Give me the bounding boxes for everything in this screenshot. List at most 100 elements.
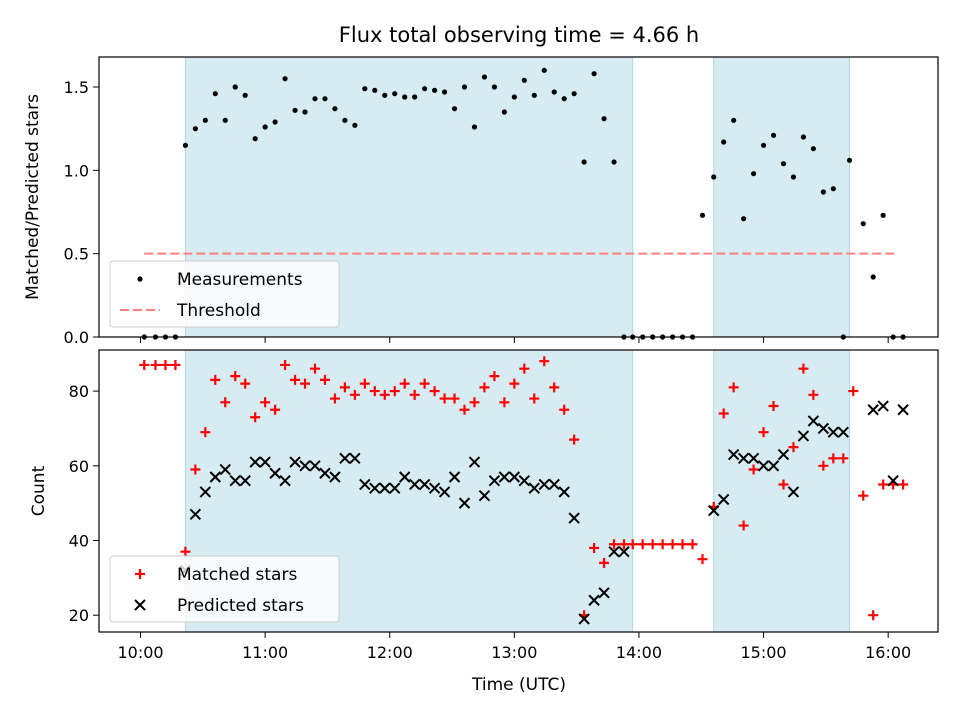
- top-legend: Measurements Threshold: [109, 260, 340, 328]
- predicted-star-point: [797, 430, 810, 442]
- matched-star-point: [697, 554, 708, 565]
- top-y-axis-label: Matched/Predicted stars: [23, 94, 43, 300]
- matched-star-point: [529, 393, 540, 404]
- predicted-star-point: [468, 456, 481, 468]
- predicted-star-point: [757, 460, 770, 472]
- matched-star-point: [409, 389, 420, 400]
- measurement-point: [212, 91, 218, 97]
- matched-star-point: [379, 389, 390, 400]
- predicted-star-point: [359, 478, 371, 491]
- predicted-star-point: [827, 426, 840, 438]
- measurement-point: [731, 117, 737, 123]
- legend-box: [109, 260, 340, 328]
- matched-star-point: [459, 404, 470, 415]
- matched-star-point: [439, 393, 450, 404]
- measurement-point: [721, 139, 727, 145]
- measurement-point: [192, 126, 198, 132]
- predicted-star-point: [408, 478, 421, 491]
- predicted-star-point: [239, 475, 251, 487]
- y-tick-label: 0.5: [64, 245, 89, 264]
- predicted-star-point: [199, 486, 212, 498]
- matched-star-point: [778, 479, 789, 490]
- matched-star-point: [728, 382, 739, 393]
- matched-star-point: [627, 539, 638, 550]
- x-axis-label: Time (UTC): [471, 675, 566, 695]
- x-tick-label: 12:00: [367, 643, 413, 662]
- predicted-star-point: [727, 448, 740, 461]
- measurement-point: [262, 124, 268, 130]
- predicted-star-point: [608, 545, 620, 558]
- x-tick-label: 10:00: [117, 643, 163, 662]
- matched-star-point: [748, 464, 759, 475]
- matched-star-point: [788, 442, 799, 453]
- matched-star-point: [758, 427, 769, 438]
- predicted-star-point: [309, 460, 321, 472]
- chart-title: Flux total observing time = 4.66 h: [339, 23, 699, 47]
- measurement-point: [312, 96, 318, 102]
- bottom-x-ticks: 10:00 11:00 12:00 13:00 14:00 15:00 16:00: [117, 632, 911, 662]
- predicted-star-point: [458, 497, 471, 509]
- predicted-star-point: [708, 504, 720, 517]
- measurement-point: [272, 119, 278, 125]
- y-tick-label: 60: [69, 457, 89, 476]
- legend-marker-predicted: [134, 599, 146, 611]
- measurement-point: [432, 87, 438, 93]
- predicted-star-point: [498, 471, 511, 483]
- matched-star-point: [250, 412, 261, 423]
- x-tick-label: 15:00: [740, 643, 786, 662]
- predicted-star-point: [877, 400, 889, 412]
- matched-star-point: [319, 374, 330, 385]
- predicted-star-point: [329, 471, 341, 483]
- legend-label: Measurements: [177, 270, 303, 290]
- predicted-star-point: [448, 471, 461, 483]
- matched-star-point: [738, 520, 749, 531]
- matched-star-point: [818, 460, 829, 471]
- y-tick-label: 0.0: [64, 328, 89, 347]
- measurement-point: [242, 92, 248, 98]
- predicted-star-point: [389, 482, 401, 494]
- matched-star-point: [549, 382, 560, 393]
- measurement-point: [372, 87, 378, 93]
- measurement-point: [860, 221, 866, 227]
- measurement-point: [292, 107, 298, 113]
- measurement-point: [471, 124, 478, 130]
- matched-star-point: [190, 464, 201, 475]
- measurement-point: [392, 91, 398, 97]
- measurement-point: [491, 84, 498, 90]
- measurement-point: [790, 174, 797, 180]
- count-points: [139, 356, 909, 625]
- predicted-star-point: [518, 475, 531, 487]
- y-tick-label: 1.0: [64, 161, 89, 180]
- measurement-point: [511, 94, 517, 100]
- matched-star-point: [687, 539, 698, 550]
- matched-star-point: [389, 386, 400, 397]
- measurement-point: [571, 91, 577, 97]
- predicted-star-point: [369, 482, 381, 494]
- predicted-star-point: [538, 478, 550, 491]
- bottom-legend: Matched stars Predicted stars: [109, 555, 340, 623]
- matched-star-point: [828, 453, 839, 464]
- predicted-star-point: [747, 452, 760, 465]
- measurement-point: [202, 117, 208, 123]
- matched-star-point: [429, 386, 440, 397]
- predicted-star-point: [568, 512, 580, 524]
- matched-star-point: [718, 408, 729, 419]
- matched-star-point: [139, 359, 150, 370]
- measurement-point: [880, 212, 886, 218]
- matched-star-point: [848, 386, 859, 397]
- measurement-point: [402, 94, 408, 100]
- measurement-point: [581, 159, 587, 165]
- measurement-point: [611, 159, 617, 165]
- measurement-point: [222, 117, 228, 123]
- predicted-star-point: [289, 456, 301, 468]
- predicted-star-point: [428, 482, 441, 494]
- matched-star-point: [667, 539, 678, 550]
- measurement-point: [232, 84, 238, 90]
- matched-star-point: [369, 386, 380, 397]
- measurement-point: [352, 122, 358, 128]
- matched-star-point: [637, 539, 648, 550]
- predicted-star-point: [817, 422, 830, 435]
- predicted-star-point: [837, 426, 850, 438]
